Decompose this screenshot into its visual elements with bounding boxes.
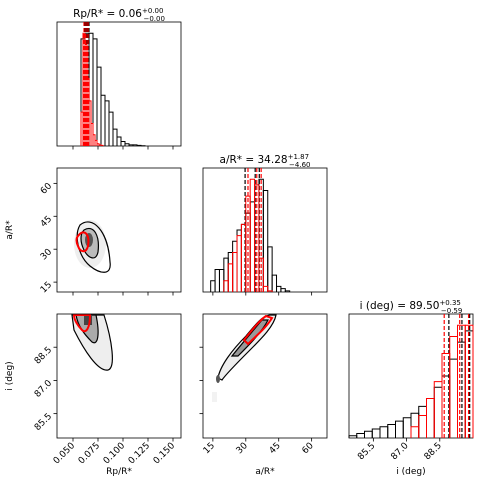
x-tick-label: 30 (235, 441, 250, 456)
y-tick-label: 87.0 (33, 378, 54, 399)
title-upper: +0.00 (142, 7, 163, 15)
histogram-bin (427, 399, 435, 438)
title-lower: −4.60 (289, 161, 310, 169)
histogram-bin (365, 431, 373, 438)
histogram-bin (357, 433, 365, 438)
x-axis-label: Rp/R* (106, 467, 132, 477)
x-tick-label: 88.5 (423, 441, 444, 462)
title-lower: −0.59 (441, 307, 462, 315)
histogram-bin (259, 258, 263, 292)
histogram-bin (396, 421, 404, 438)
histogram-bin (117, 137, 121, 146)
contours-a-i (212, 315, 276, 402)
histogram-bin (388, 424, 396, 438)
histogram-bin (228, 253, 232, 292)
y-tick-label: 85.5 (33, 412, 54, 433)
histogram-bin (105, 101, 109, 146)
histogram-bin (233, 241, 237, 292)
histogram-bin (427, 399, 435, 438)
title-upper: +0.35 (439, 299, 460, 307)
histogram-bin (434, 387, 442, 438)
title-lower: −0.00 (143, 15, 164, 23)
x-tick-label: 45 (268, 441, 283, 456)
histogram-bin (121, 141, 125, 146)
histogram-bin (109, 112, 113, 146)
panel-title: a/R* = 34.28+1.87−4.60 (220, 153, 311, 169)
y-tick-label: 15 (39, 280, 54, 295)
panel-frame (203, 168, 327, 292)
panel-title: Rp/R* = 0.06+0.00−0.00 (73, 7, 165, 23)
histogram-bin (101, 145, 103, 146)
panel-frame (57, 22, 181, 146)
histogram-bin (434, 382, 442, 438)
x-tick-label: 0.100 (102, 441, 127, 466)
contours-rp-a (74, 220, 110, 272)
title-value: i (deg) = 89.50 (360, 300, 440, 312)
histogram-bin (380, 427, 388, 438)
y-tick-label: 30 (39, 247, 54, 262)
histogram-bin (450, 359, 458, 438)
histogram-bin (411, 427, 419, 438)
histogram-bin (137, 145, 141, 146)
panel-frame (57, 168, 181, 292)
x-tick-label: 0.125 (127, 441, 152, 466)
histogram-bin (277, 286, 281, 292)
panel-title: i (deg) = 89.50+0.35−0.59 (360, 299, 463, 315)
density-dot (216, 375, 220, 383)
y-axis-label: i (deg) (5, 361, 15, 390)
histogram-bin (250, 202, 254, 292)
histogram-bin (97, 67, 101, 146)
x-axis-label: i (deg) (396, 467, 425, 477)
histogram-bin (219, 269, 223, 292)
histogram-bin (250, 179, 254, 292)
histogram-bin (113, 129, 117, 146)
x-tick-label: 15 (202, 441, 217, 456)
histogram-bin (263, 191, 267, 292)
contours-rp-i (72, 315, 112, 370)
y-tick-label: 45 (39, 214, 54, 229)
x-tick-label: 87.0 (389, 441, 410, 462)
x-tick-label: 0.050 (52, 441, 77, 466)
histogram-bin (237, 236, 241, 292)
histogram-bin (450, 337, 458, 438)
histogram-bin (224, 281, 228, 292)
histogram-bin (281, 289, 285, 292)
histogram-bin (211, 281, 215, 292)
density-fill (212, 392, 217, 402)
title-upper: +1.87 (288, 153, 309, 161)
histogram-bin (101, 95, 105, 146)
y-tick-label: 88.5 (33, 345, 54, 366)
x-tick-label: 0.075 (77, 441, 102, 466)
histogram-bin (272, 275, 276, 292)
histogram-bin (224, 258, 228, 292)
histogram-bin (372, 429, 380, 438)
x-tick-label: 60 (301, 441, 316, 456)
histogram-bin (263, 286, 267, 292)
histogram-bin (233, 253, 237, 292)
title-value: Rp/R* = 0.06 (73, 8, 142, 20)
x-axis-label: a/R* (255, 467, 275, 477)
y-tick-label: 60 (39, 181, 54, 196)
histogram-bin (268, 247, 272, 292)
title-value: a/R* = 34.28 (220, 154, 288, 166)
histogram-bin (403, 418, 411, 438)
histogram-bin (215, 269, 219, 292)
histogram-bin (419, 406, 427, 438)
y-axis-label: a/R* (5, 220, 15, 240)
histogram-bin (411, 413, 419, 438)
histogram-bin (228, 264, 232, 292)
histogram-bin (237, 230, 241, 292)
x-tick-label: 85.5 (356, 441, 377, 462)
histogram-bin (93, 39, 97, 146)
histogram-bin (419, 415, 427, 438)
x-tick-label: 0.150 (152, 441, 177, 466)
